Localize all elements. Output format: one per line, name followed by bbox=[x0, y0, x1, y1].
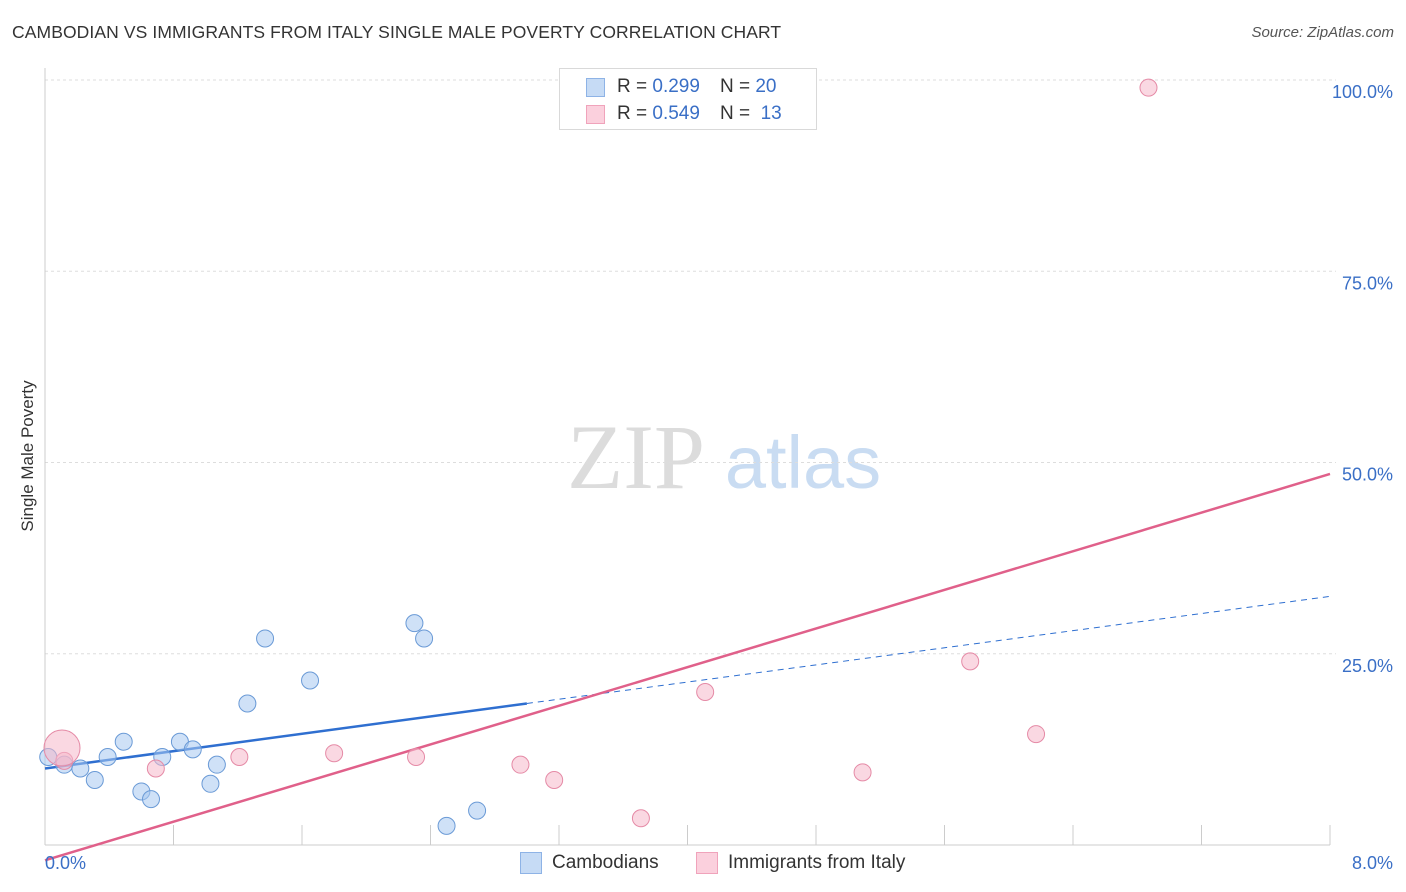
italy-point-2 bbox=[230, 748, 249, 767]
y-tick-label-25: 25.0% bbox=[1342, 656, 1393, 676]
n-label: N = bbox=[719, 76, 751, 97]
cambodians-point-16 bbox=[405, 614, 424, 633]
y-tick-label-50: 50.0% bbox=[1342, 465, 1393, 485]
cambodians-legend-label: Cambodians bbox=[552, 852, 659, 873]
cambodians-point-11 bbox=[201, 774, 220, 793]
italy-swatch bbox=[586, 104, 605, 124]
r-label: R = bbox=[617, 103, 648, 124]
cambodians-point-3 bbox=[85, 770, 104, 789]
legend-row-cambodians: R = 0.299 N = 20 bbox=[586, 74, 776, 100]
n-value: 13 bbox=[760, 103, 782, 124]
n-label: N = bbox=[719, 103, 751, 124]
cambodians-point-5 bbox=[114, 732, 133, 751]
x-tick-label-max: 8.0% bbox=[1352, 853, 1393, 873]
italy-point-cluster bbox=[43, 729, 81, 767]
cambodians-point-14 bbox=[256, 629, 275, 648]
source-credit: Source: ZipAtlas.com bbox=[1251, 24, 1394, 41]
italy-point-11 bbox=[1027, 725, 1046, 744]
cambodians-trend-line bbox=[44, 702, 528, 770]
legend-item-cambodians: Cambodians bbox=[520, 852, 659, 874]
italy-point-5 bbox=[511, 755, 530, 774]
chart-title: CAMBODIAN VS IMMIGRANTS FROM ITALY SINGL… bbox=[12, 22, 782, 42]
cambodians-legend-swatch bbox=[520, 852, 542, 874]
cambodians-point-4 bbox=[98, 748, 117, 767]
italy-point-1 bbox=[146, 759, 165, 778]
n-value: 20 bbox=[755, 76, 777, 97]
italy-point-8 bbox=[696, 683, 715, 701]
italy-point-4 bbox=[407, 748, 426, 767]
cambodians-point-10 bbox=[183, 740, 202, 759]
italy-point-12 bbox=[1139, 78, 1158, 97]
y-tick-label-100: 100.0% bbox=[1332, 82, 1393, 102]
r-label: R = bbox=[617, 76, 648, 97]
italy-legend-label: Immigrants from Italy bbox=[728, 852, 906, 873]
legend-row-italy: R = 0.549 N = 13 bbox=[586, 101, 782, 127]
y-tick-label-75: 75.0% bbox=[1342, 273, 1393, 293]
stats-legend: R = 0.299 N = 20 R = 0.549 N = 13 bbox=[559, 68, 817, 130]
cambodians-point-15 bbox=[301, 671, 320, 690]
cambodians-point-2 bbox=[71, 759, 90, 778]
watermark-zip: ZIP bbox=[567, 406, 705, 508]
italy-legend-swatch bbox=[696, 852, 718, 874]
cambodians-point-18 bbox=[437, 816, 456, 835]
r-value: 0.299 bbox=[652, 76, 700, 97]
cambodians-point-13 bbox=[238, 694, 257, 713]
cambodians-point-17 bbox=[415, 629, 434, 648]
italy-point-10 bbox=[961, 652, 980, 671]
cambodians-trend-extension bbox=[526, 595, 1331, 704]
cambodians-point-7 bbox=[142, 790, 161, 809]
x-tick-label-min: 0.0% bbox=[45, 853, 86, 873]
italy-point-3 bbox=[325, 744, 344, 763]
italy-point-9 bbox=[853, 763, 872, 782]
cambodians-swatch bbox=[586, 77, 605, 97]
italy-trend-line bbox=[44, 472, 1331, 862]
italy-point-7 bbox=[631, 809, 650, 828]
italy-point-6 bbox=[545, 770, 564, 789]
legend-item-italy: Immigrants from Italy bbox=[696, 852, 905, 874]
r-value: 0.549 bbox=[652, 103, 700, 124]
cambodians-point-19 bbox=[468, 801, 487, 820]
cambodians-point-12 bbox=[207, 755, 226, 774]
